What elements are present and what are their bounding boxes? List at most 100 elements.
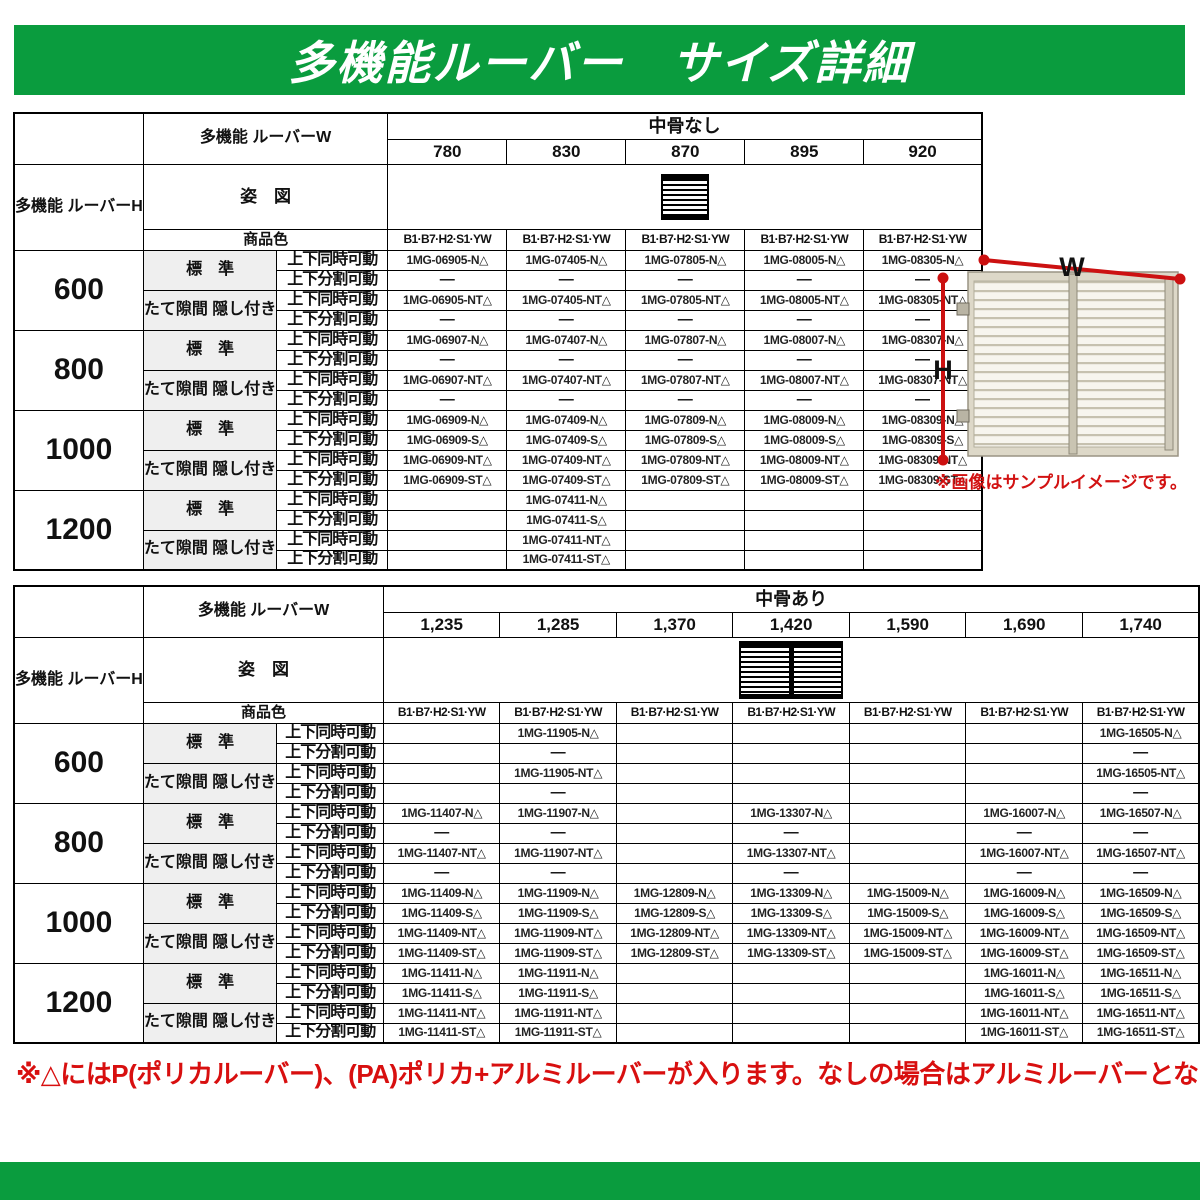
product-code-cell: 1MG-13309-N△ [732,882,851,904]
w-dim-dot-left [978,254,990,266]
empty-cell [616,1002,734,1024]
product-code-cell: 1MG-11907-NT△ [499,842,618,864]
width-value-cell: 780 [387,138,508,165]
product-code-cell: 1MG-11409-N△ [383,882,501,904]
product-code-cell: 1MG-07407-NT△ [506,369,627,391]
product-code-cell: 1MG-07809-S△ [625,429,746,451]
h-dim-dot-bottom [937,454,949,466]
product-code-cell: 1MG-07809-NT△ [625,449,746,471]
louver-product-illustration: W H [928,248,1194,470]
motion-simul-label: 上下同時可動 [276,922,385,944]
product-code-cell: 1MG-08007-N△ [744,329,865,351]
color-code-header: B1·B7·H2·S1·YW [383,701,501,724]
width-value-cell: 1,235 [383,611,501,638]
product-code-cell: 1MG-16511-N△ [1082,962,1200,984]
louver-left-pane [973,280,1070,448]
empty-cell [383,722,501,744]
empty-cell [849,862,967,884]
louver-figure-icon [739,640,844,699]
dash-cell: — [625,389,746,411]
product-code-cell: 1MG-16011-S△ [965,982,1084,1004]
dash-cell: — [387,349,508,371]
empty-cell [616,762,734,784]
color-code-header: B1·B7·H2·S1·YW [732,701,851,724]
product-code-cell: 1MG-11409-S△ [383,902,501,924]
empty-cell [616,862,734,884]
product-code-cell: 1MG-08009-NT△ [744,449,865,471]
empty-cell [616,982,734,1004]
product-code-cell: 1MG-11909-N△ [499,882,618,904]
product-code-cell: 1MG-16509-NT△ [1082,922,1200,944]
empty-cell [732,762,851,784]
product-code-cell: 1MG-15009-N△ [849,882,967,904]
empty-cell [732,742,851,764]
empty-cell [387,489,508,511]
dash-cell: — [744,309,865,331]
width-value-cell: 1,420 [732,611,851,638]
width-value-cell: 1,740 [1082,611,1200,638]
color-code-header: B1·B7·H2·S1·YW [499,701,618,724]
dash-cell: — [965,822,1084,844]
product-code-cell: 1MG-11911-ST△ [499,1022,618,1044]
product-code-cell: 1MG-07409-ST△ [506,469,627,491]
product-code-cell: 1MG-07411-N△ [506,489,627,511]
empty-cell [625,549,746,571]
empty-cell [732,982,851,1004]
product-code-cell: 1MG-16009-N△ [965,882,1084,904]
empty-cell [616,782,734,804]
figure-label-cell: 姿 図 [142,636,385,703]
width-value-cell: 1,370 [616,611,734,638]
dash-cell: — [732,822,851,844]
motion-split-label: 上下分割可動 [276,389,389,411]
product-code-cell: 1MG-15009-ST△ [849,942,967,964]
dash-cell: — [499,822,618,844]
motion-split-label: 上下分割可動 [276,309,389,331]
product-code-cell: 1MG-11911-NT△ [499,1002,618,1024]
product-code-cell: 1MG-16509-S△ [1082,902,1200,924]
product-code-cell: 1MG-11411-S△ [383,982,501,1004]
width-value-cell: 830 [506,138,627,165]
width-value-cell: 870 [625,138,746,165]
product-code-cell: 1MG-06905-N△ [387,249,508,271]
product-code-cell: 1MG-11411-NT△ [383,1002,501,1024]
type-gap-hide-label: たて隙間 隠し付き [142,922,278,964]
product-code-cell: 1MG-13309-S△ [732,902,851,924]
product-code-cell: 1MG-06905-NT△ [387,289,508,311]
product-code-cell: 1MG-11911-S△ [499,982,618,1004]
empty-cell [863,529,983,551]
product-code-cell: 1MG-11407-N△ [383,802,501,824]
height-value-cell: 800 [13,329,144,411]
height-value-cell: 600 [13,722,144,804]
group-title-cell: 中骨なし [387,112,983,140]
size-spec-table: 多機能 ルーバーW 中骨あり 1,235 1,285 1,370 1,420 1,590 1,… [13,585,1200,1044]
color-code-header: B1·B7·H2·S1·YW [744,228,865,251]
color-code-header: B1·B7·H2·S1·YW [849,701,967,724]
color-code-header: B1·B7·H2·S1·YW [625,228,746,251]
dash-cell: — [625,349,746,371]
product-code-cell: 1MG-06909-ST△ [387,469,508,491]
product-code-cell: 1MG-16509-N△ [1082,882,1200,904]
h-dimension-label: H [933,355,953,385]
type-gap-hide-label: たて隙間 隠し付き [142,842,278,884]
empty-cell [849,722,967,744]
product-code-cell: 1MG-11411-ST△ [383,1022,501,1044]
product-code-cell: 1MG-16511-S△ [1082,982,1200,1004]
product-code-cell: 1MG-16509-ST△ [1082,942,1200,964]
type-standard-label: 標 準 [142,962,278,1004]
dash-cell: — [499,862,618,884]
product-code-cell: 1MG-16507-N△ [1082,802,1200,824]
empty-cell [849,782,967,804]
type-standard-label: 標 準 [142,722,278,764]
motion-split-label: 上下分割可動 [276,822,385,844]
product-code-cell: 1MG-11411-N△ [383,962,501,984]
dash-cell: — [506,389,627,411]
motion-split-label: 上下分割可動 [276,862,385,884]
product-code-cell: 1MG-07807-NT△ [625,369,746,391]
type-standard-label: 標 準 [142,489,278,531]
motion-simul-label: 上下同時可動 [276,449,389,471]
page-title: 多機能ルーバー サイズ詳細 [288,37,911,89]
louver-figure-icon [660,173,709,220]
empty-cell [625,509,746,531]
empty-cell [849,962,967,984]
product-code-cell: 1MG-16009-S△ [965,902,1084,924]
